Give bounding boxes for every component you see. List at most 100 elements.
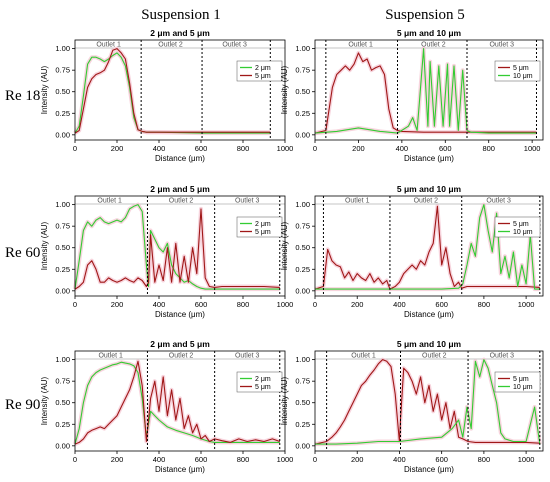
- y-axis-label: Intensity (AU): [40, 221, 49, 270]
- y-axis-label: Intensity (AU): [40, 65, 49, 114]
- y-tick-label: 1.00: [295, 200, 310, 209]
- x-axis-label: Distance (μm): [404, 154, 454, 163]
- x-tick-label: 800: [478, 455, 491, 464]
- x-tick-label: 200: [352, 144, 365, 153]
- chart-title: 5 μm and 10 μm: [397, 184, 462, 194]
- outlet-label: Outlet 2: [158, 42, 183, 49]
- y-tick-label: 1.00: [55, 355, 70, 364]
- outlet-label: Outlet 2: [169, 198, 194, 205]
- y-tick-label: 0.00: [295, 130, 310, 139]
- legend-entry: 2 μm: [255, 376, 271, 383]
- y-tick-label: 0.50: [55, 398, 70, 407]
- legend-entry: 5 μm: [255, 73, 271, 80]
- y-tick-label: 0.50: [55, 87, 70, 96]
- x-tick-label: 0: [73, 455, 77, 464]
- x-axis-label: Distance (μm): [155, 310, 205, 319]
- x-tick-label: 1000: [518, 300, 535, 309]
- legend-entry: 5 μm: [255, 229, 271, 236]
- row-label-3: Re 90: [5, 397, 40, 413]
- legend-entry: 10 μm: [513, 73, 533, 80]
- series-line: [74, 48, 271, 134]
- plot-frame: [314, 39, 544, 141]
- x-tick-label: 0: [313, 455, 317, 464]
- x-axis-label: Distance (μm): [155, 465, 205, 474]
- outlet-label: Outlet 1: [96, 42, 121, 49]
- y-tick-label: 0.25: [295, 109, 310, 118]
- y-tick-label: 0.25: [295, 265, 310, 274]
- y-tick-label: 0.00: [55, 130, 70, 139]
- y-tick-label: 0.00: [55, 441, 70, 450]
- column-title-1: Suspension 1: [141, 7, 221, 23]
- chart-panel-1: 2 μm and 5 μm Outlet 1 Outlet 2 Outlet 3 0 20…: [40, 28, 293, 163]
- outlet-label: Outlet 1: [348, 42, 373, 49]
- outlet-label: Outlet 3: [486, 198, 511, 205]
- series-line: [314, 48, 537, 134]
- plot-frame: [74, 39, 286, 141]
- chart-panel-4: 5 μm and 10 μm Outlet 1 Outlet 2 Outlet 3 0 2…: [280, 184, 544, 319]
- outlet-label: Outlet 1: [98, 353, 123, 360]
- outlet-label: Outlet 3: [235, 198, 260, 205]
- series-line: [314, 205, 540, 290]
- x-tick-label: 0: [73, 300, 77, 309]
- legend-entry: 5 μm: [513, 65, 529, 72]
- y-axis-label: Intensity (AU): [280, 376, 289, 425]
- y-tick-label: 0.75: [295, 222, 310, 231]
- x-tick-label: 600: [439, 144, 452, 153]
- x-tick-label: 200: [351, 455, 364, 464]
- y-tick-label: 0.00: [55, 286, 70, 295]
- y-axis-label: Intensity (AU): [280, 221, 289, 270]
- y-tick-label: 0.50: [295, 398, 310, 407]
- x-tick-label: 200: [111, 455, 124, 464]
- series-line: [315, 359, 541, 445]
- x-tick-label: 800: [237, 300, 250, 309]
- y-tick-label: 1.00: [295, 44, 310, 53]
- legend-entry: 5 μm: [513, 376, 529, 383]
- x-tick-label: 600: [435, 300, 448, 309]
- y-tick-label: 0.50: [295, 243, 310, 252]
- chart-title: 5 μm and 10 μm: [397, 28, 462, 38]
- chart-panel-2: 5 μm and 10 μm Outlet 1 Outlet 2 Outlet 3 0 2…: [280, 28, 544, 163]
- chart-panel-6: 5 μm and 10 μm Outlet 1 Outlet 2 Outlet 3 0 2…: [280, 339, 544, 474]
- series-line: [314, 359, 540, 445]
- chart-title: 2 μm and 5 μm: [150, 184, 210, 194]
- x-tick-label: 800: [478, 300, 491, 309]
- outlet-label: Outlet 2: [169, 353, 194, 360]
- x-tick-label: 1000: [277, 144, 294, 153]
- outlet-label: Outlet 3: [489, 42, 514, 49]
- y-tick-label: 0.75: [295, 66, 310, 75]
- y-axis-label: Intensity (AU): [280, 65, 289, 114]
- x-tick-label: 400: [153, 300, 166, 309]
- chart-title: 2 μm and 5 μm: [150, 28, 210, 38]
- series-line: [74, 361, 280, 445]
- y-tick-label: 1.00: [55, 200, 70, 209]
- legend-entry: 10 μm: [513, 229, 533, 236]
- series-line: [74, 360, 280, 445]
- y-tick-label: 1.00: [295, 355, 310, 364]
- x-tick-label: 200: [111, 300, 124, 309]
- x-tick-label: 800: [482, 144, 495, 153]
- plot-frame: [314, 195, 544, 297]
- x-tick-label: 600: [435, 455, 448, 464]
- outlet-label: Outlet 1: [345, 198, 370, 205]
- x-tick-label: 1000: [277, 455, 294, 464]
- chart-panel-5: 2 μm and 5 μm Outlet 1 Outlet 2 Outlet 3 0 20…: [40, 339, 293, 474]
- x-tick-label: 0: [313, 300, 317, 309]
- legend-entry: 5 μm: [513, 221, 529, 228]
- x-tick-label: 400: [393, 300, 406, 309]
- x-tick-label: 1000: [518, 455, 535, 464]
- legend-entry: 2 μm: [255, 221, 271, 228]
- y-tick-label: 0.00: [295, 441, 310, 450]
- x-axis-label: Distance (μm): [155, 154, 205, 163]
- y-tick-label: 0.75: [55, 222, 70, 231]
- x-tick-label: 400: [153, 455, 166, 464]
- x-tick-label: 200: [351, 300, 364, 309]
- chart-title: 5 μm and 10 μm: [397, 339, 462, 349]
- x-tick-label: 0: [313, 144, 317, 153]
- chart-panel-3: 2 μm and 5 μm Outlet 1 Outlet 2 Outlet 3 0 20…: [40, 184, 293, 319]
- x-tick-label: 600: [195, 144, 208, 153]
- plot-frame: [314, 350, 544, 452]
- outlet-label: Outlet 2: [422, 353, 447, 360]
- series-line: [74, 208, 280, 290]
- y-tick-label: 0.25: [295, 420, 310, 429]
